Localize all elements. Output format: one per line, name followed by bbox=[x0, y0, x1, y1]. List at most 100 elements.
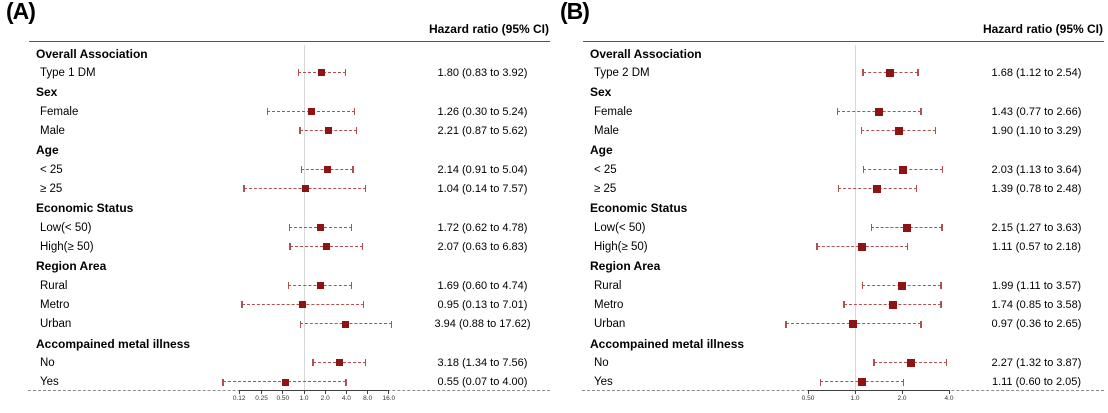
row-label: Region Area bbox=[590, 259, 661, 274]
forest-row: High(≥ 50) 2.07 (0.63 to 6.83) bbox=[0, 237, 554, 256]
forest-row: ≥ 25 1.39 (0.78 to 2.48) bbox=[554, 179, 1108, 198]
ci-cap-left bbox=[862, 166, 865, 174]
group-row: Sex bbox=[554, 83, 1108, 102]
hr-point-marker bbox=[317, 224, 325, 232]
hr-ci-value: 2.27 (1.32 to 3.87) bbox=[991, 356, 1082, 369]
x-axis-tick bbox=[282, 390, 284, 394]
hr-ci-value: 1.39 (0.78 to 2.48) bbox=[991, 182, 1082, 195]
ci-cap-right bbox=[915, 185, 918, 193]
hr-ci-value: 3.94 (0.88 to 17.62) bbox=[434, 318, 531, 331]
forest-row: Female 1.26 (0.30 to 5.24) bbox=[0, 102, 554, 121]
row-label: < 25 bbox=[40, 163, 63, 176]
row-label: Low(< 50) bbox=[594, 221, 646, 234]
ci-cap-right bbox=[917, 69, 919, 77]
x-axis-tick bbox=[948, 390, 950, 394]
hr-point-marker bbox=[323, 166, 331, 174]
ci-cap-left bbox=[299, 127, 301, 135]
hr-point-marker bbox=[282, 378, 290, 386]
rows-container: Overall Association Type 1 DM 1.80 (0.83 t… bbox=[0, 44, 554, 392]
reference-line bbox=[304, 45, 305, 390]
row-label: Rural bbox=[594, 279, 622, 292]
forest-panel-a: (A) Hazard ratio (95% CI) Overall Associ… bbox=[0, 0, 554, 402]
hr-point-marker bbox=[858, 378, 867, 387]
hr-point-marker bbox=[875, 107, 884, 116]
x-axis-tick bbox=[261, 390, 263, 394]
forest-row: Urban 3.94 (0.88 to 17.62) bbox=[0, 315, 554, 334]
row-label: Overall Association bbox=[590, 46, 702, 61]
ci-cap-right bbox=[945, 359, 948, 367]
forest-row: High(≥ 50) 1.11 (0.57 to 2.18) bbox=[554, 237, 1108, 256]
row-label: Economic Status bbox=[36, 201, 134, 216]
row-label: Low(< 50) bbox=[40, 221, 92, 234]
hr-ci-value: 1.69 (0.60 to 4.74) bbox=[437, 279, 528, 292]
ci-cap-right bbox=[902, 378, 905, 386]
row-label: Metro bbox=[40, 298, 70, 311]
ci-cap-right bbox=[350, 282, 353, 290]
row-label: ≥ 25 bbox=[40, 182, 63, 195]
ci-cap-right bbox=[906, 243, 909, 251]
row-label: Age bbox=[36, 143, 59, 158]
hr-point-marker bbox=[899, 165, 907, 174]
hr-point-marker bbox=[902, 223, 911, 232]
hr-ci-value: 1.80 (0.83 to 3.92) bbox=[437, 66, 528, 79]
row-label: No bbox=[594, 356, 609, 369]
group-row: Accompained metal illness bbox=[554, 334, 1108, 353]
forest-row: < 25 2.14 (0.91 to 5.04) bbox=[0, 160, 554, 179]
row-label: Overall Association bbox=[36, 46, 148, 61]
x-axis-tick-label: 1.0 bbox=[299, 394, 309, 402]
rows-container: Overall Association Type 2 DM 1.68 (1.12 t… bbox=[554, 44, 1108, 392]
forest-row: Male 2.21 (0.87 to 5.62) bbox=[0, 121, 554, 140]
hazard-ratio-column-header: Hazard ratio (95% CI) bbox=[982, 22, 1103, 36]
ci-cap-left bbox=[873, 359, 875, 367]
row-label: Urban bbox=[40, 318, 72, 331]
ci-cap-left bbox=[312, 359, 314, 367]
x-axis-tick-label: 4.0 bbox=[341, 394, 351, 402]
hr-ci-value: 0.55 (0.07 to 4.00) bbox=[437, 376, 528, 389]
row-label: Type 1 DM bbox=[40, 66, 96, 79]
forest-row: < 25 2.03 (1.13 to 3.64) bbox=[554, 160, 1108, 179]
ci-cap-right bbox=[390, 320, 393, 328]
row-label: Age bbox=[590, 143, 613, 158]
ci-cap-right bbox=[361, 243, 364, 251]
x-axis-tick-label: 2.0 bbox=[897, 394, 907, 402]
group-row: Age bbox=[554, 141, 1108, 160]
hr-point-marker bbox=[342, 320, 350, 328]
hr-ci-value: 1.26 (0.30 to 5.24) bbox=[437, 105, 528, 118]
x-axis-tick-label: 1.0 bbox=[850, 394, 860, 402]
ci-cap-left bbox=[287, 282, 290, 290]
hr-ci-value: 3.18 (1.34 to 7.56) bbox=[437, 356, 528, 369]
ci-cap-left bbox=[297, 69, 300, 77]
ci-cap-right bbox=[353, 108, 356, 116]
group-row: Economic Status bbox=[0, 199, 554, 218]
x-axis-tick bbox=[854, 390, 856, 394]
hr-point-marker bbox=[324, 127, 332, 135]
row-label: High(≥ 50) bbox=[594, 240, 648, 253]
x-axis-tick bbox=[367, 390, 369, 394]
forest-row: Low(< 50) 1.72 (0.62 to 4.78) bbox=[0, 218, 554, 237]
hr-ci-value: 1.68 (1.12 to 2.54) bbox=[991, 66, 1082, 79]
hr-ci-value: 2.14 (0.91 to 5.04) bbox=[437, 163, 528, 176]
group-row: Sex bbox=[0, 83, 554, 102]
row-label: Female bbox=[594, 105, 633, 118]
hr-ci-value: 0.95 (0.13 to 7.01) bbox=[437, 298, 528, 311]
ci-cap-left bbox=[836, 108, 839, 116]
x-axis-tick-label: 0.25 bbox=[255, 394, 268, 402]
ci-cap-left bbox=[819, 378, 822, 386]
row-label: Male bbox=[40, 124, 65, 137]
ci-cap-left bbox=[300, 166, 303, 174]
forest-row: Urban 0.97 (0.36 to 2.65) bbox=[554, 315, 1108, 334]
panel-b-label: (B) bbox=[560, 0, 590, 24]
hr-point-marker bbox=[897, 281, 906, 290]
hr-ci-value: 1.11 (0.60 to 2.05) bbox=[991, 376, 1082, 389]
ci-cap-left bbox=[289, 243, 291, 251]
ci-cap-right bbox=[352, 166, 354, 174]
x-axis-tick bbox=[303, 390, 305, 394]
hr-point-marker bbox=[873, 184, 882, 193]
hr-point-marker bbox=[318, 69, 326, 77]
hr-point-marker bbox=[888, 300, 897, 309]
x-axis-tick bbox=[807, 390, 809, 394]
row-label: Economic Status bbox=[590, 201, 688, 216]
x-axis-tick-label: 2.0 bbox=[320, 394, 330, 402]
header-rule bbox=[29, 41, 550, 42]
forest-row: No 3.18 (1.34 to 7.56) bbox=[0, 353, 554, 372]
